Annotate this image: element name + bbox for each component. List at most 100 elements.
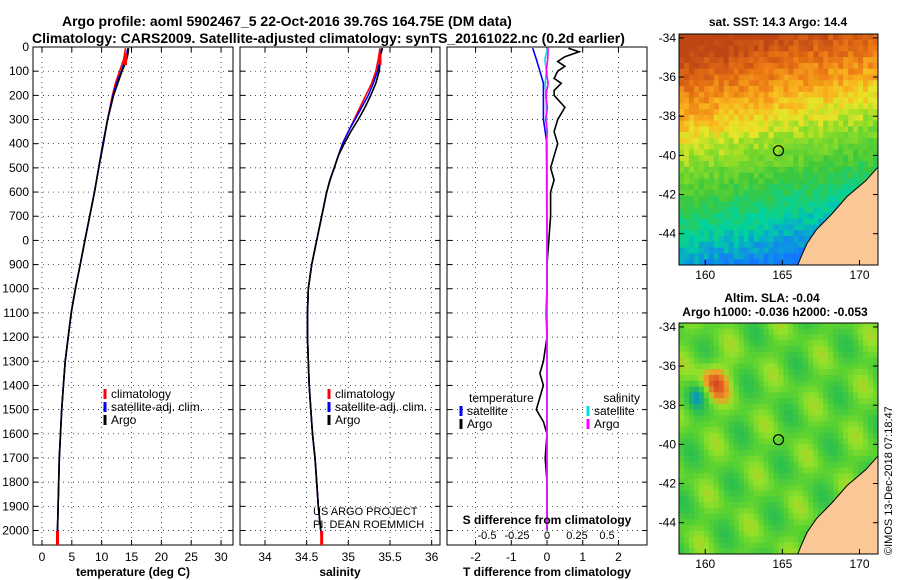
- map-cell: [823, 109, 829, 116]
- map-cell: [713, 426, 720, 434]
- map-cell: [753, 409, 760, 416]
- map-cell: [698, 207, 705, 214]
- map-cell: [863, 120, 869, 127]
- map-cell: [743, 259, 750, 266]
- map-cell: [788, 166, 794, 174]
- map-cell: [783, 51, 789, 58]
- map-cell: [793, 369, 799, 376]
- depth-tick-label: 1400: [2, 378, 29, 392]
- map-cell: [713, 201, 720, 208]
- map-cell: [793, 478, 799, 486]
- map-cell: [773, 548, 779, 555]
- map-cell: [688, 62, 695, 70]
- map-cell: [773, 172, 779, 179]
- map-cell: [838, 189, 844, 197]
- map-cell: [763, 172, 769, 179]
- map-cell: [818, 398, 824, 405]
- map-cell: [723, 230, 730, 237]
- map-cell: [778, 450, 784, 457]
- map-cell: [783, 80, 789, 87]
- map-cell: [803, 409, 809, 416]
- map-cell: [768, 496, 774, 503]
- map-cell: [798, 103, 804, 110]
- map-cell: [863, 166, 869, 174]
- map-cell: [713, 340, 720, 347]
- map-cell: [793, 450, 799, 457]
- map-cell: [753, 137, 760, 145]
- map-cell: [778, 398, 784, 405]
- map-cell: [798, 513, 804, 520]
- map-cell: [688, 91, 695, 98]
- map-cell: [833, 143, 839, 150]
- map-cell: [708, 80, 715, 87]
- map-cell: [788, 502, 794, 509]
- map-cell: [698, 409, 705, 416]
- map-cell: [828, 386, 834, 393]
- map-cell: [838, 328, 844, 335]
- map-cell: [818, 432, 824, 439]
- map-cell: [693, 323, 700, 330]
- map-cell: [823, 484, 829, 491]
- map-cell: [718, 340, 725, 347]
- map-cell: [713, 536, 720, 543]
- map-cell: [708, 530, 715, 538]
- map-cell: [679, 334, 685, 341]
- map-cell: [679, 120, 685, 127]
- map-cell: [738, 507, 745, 514]
- map-cell: [868, 351, 874, 359]
- map-cell: [758, 178, 764, 185]
- map-cell: [723, 253, 730, 260]
- map-cell: [828, 380, 834, 387]
- map-cell: [758, 91, 764, 98]
- map-cell: [708, 230, 715, 237]
- map-cell: [788, 184, 794, 191]
- map-cell: [743, 68, 750, 75]
- map-cell: [833, 438, 839, 445]
- map-cell: [783, 467, 789, 474]
- project-annotation: US ARGO PROJECT: [313, 506, 418, 518]
- map-cell: [808, 473, 814, 480]
- map-cell: [688, 172, 695, 179]
- map-cell: [868, 91, 874, 98]
- map-cell: [803, 467, 809, 474]
- map-cell: [683, 230, 690, 237]
- map-cell: [763, 346, 769, 353]
- map-cell: [808, 201, 814, 208]
- map-cell: [679, 426, 685, 434]
- map-cell: [713, 155, 720, 162]
- map-cell: [683, 392, 690, 399]
- map-cell: [868, 51, 874, 58]
- map-cell: [813, 484, 819, 491]
- map-cell: [743, 484, 750, 491]
- map-cell: [848, 374, 854, 382]
- map-cell: [863, 80, 869, 87]
- map-cell: [848, 85, 854, 93]
- map-cell: [693, 195, 700, 202]
- map-cell: [848, 461, 854, 468]
- map-cell: [778, 213, 784, 220]
- map-cell: [838, 340, 844, 347]
- map-cell: [703, 45, 710, 52]
- map-cell: [833, 80, 839, 87]
- map-cell: [843, 149, 849, 156]
- map-cell: [823, 189, 829, 197]
- map-cell: [773, 380, 779, 387]
- map-cell: [713, 490, 720, 497]
- map-cell: [828, 369, 834, 376]
- map-cell: [743, 438, 750, 445]
- map-cell: [838, 143, 844, 150]
- map-cell: [798, 386, 804, 393]
- map-cell: [828, 126, 834, 133]
- map-cell: [763, 80, 769, 87]
- map-cell: [679, 323, 685, 330]
- map-cell: [858, 421, 864, 428]
- map-cell: [758, 45, 764, 52]
- map-cell: [788, 496, 794, 503]
- map-cell: [838, 444, 844, 451]
- map-cell: [858, 432, 864, 439]
- map-cell: [843, 114, 849, 122]
- map-cell: [873, 369, 879, 376]
- map-cell: [873, 68, 879, 75]
- map-cell: [813, 415, 819, 422]
- map-cell: [788, 490, 794, 497]
